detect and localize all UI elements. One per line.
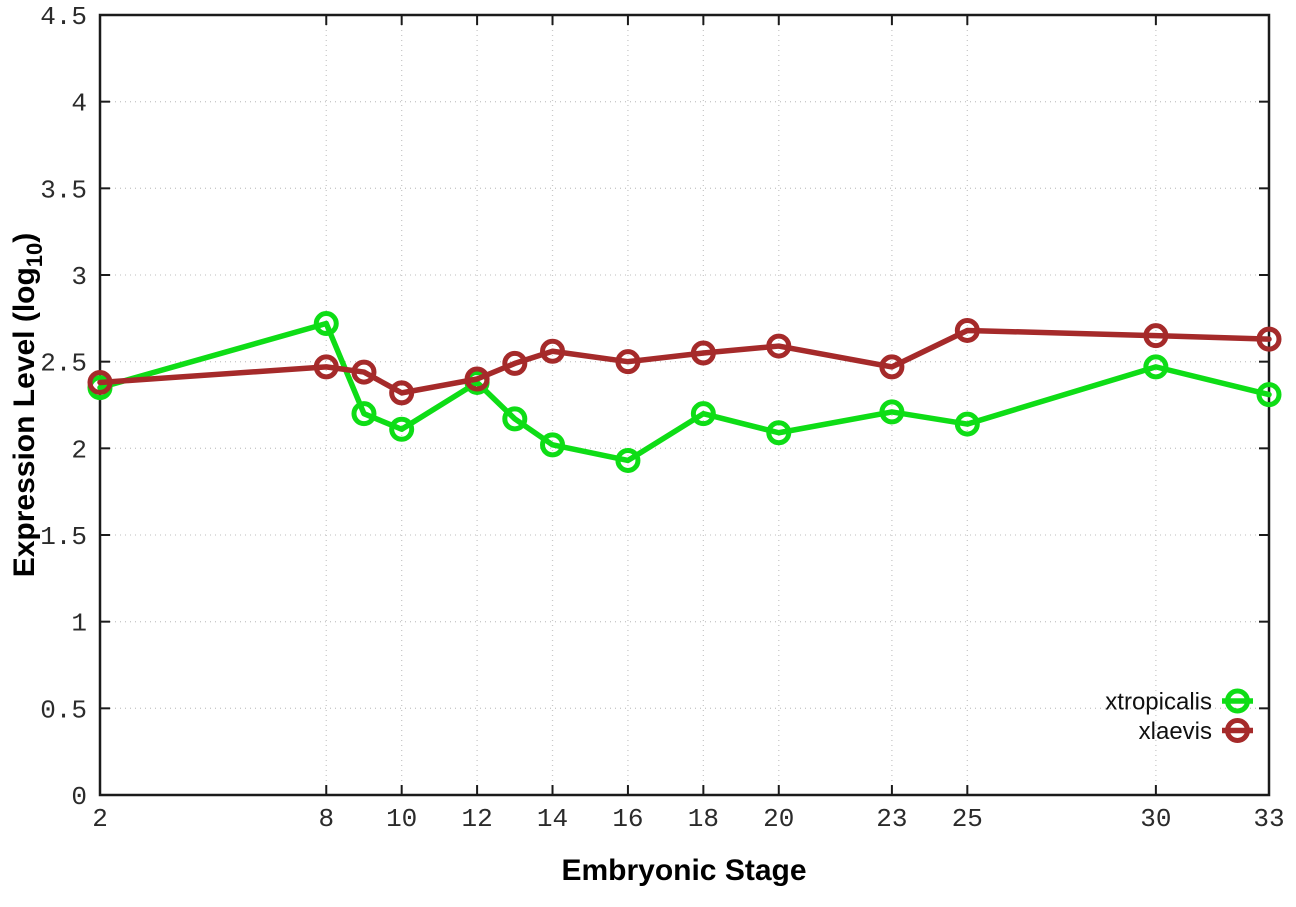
x-tick-label: 18 — [688, 804, 719, 834]
x-tick-label: 23 — [876, 804, 907, 834]
y-tick-label: 1.5 — [40, 522, 87, 552]
data-point-xtropicalis — [540, 432, 566, 458]
data-point-xlaevis — [87, 369, 113, 395]
data-point-xlaevis — [351, 359, 377, 385]
data-point-xtropicalis — [313, 311, 339, 337]
series-line-xlaevis — [97, 327, 1272, 396]
data-point-xlaevis — [690, 340, 716, 366]
data-point-xlaevis — [389, 380, 415, 406]
x-tick-label: 12 — [461, 804, 492, 834]
legend-item-xtropicalis: xtropicalis — [1105, 688, 1253, 716]
data-point-xlaevis — [313, 354, 339, 380]
x-tick-label: 30 — [1140, 804, 1171, 834]
data-point-xlaevis — [1256, 326, 1282, 352]
data-point-xlaevis — [464, 366, 490, 392]
y-axis-title-close: ) — [8, 233, 41, 243]
data-point-xtropicalis — [1143, 354, 1169, 380]
legend-label: xlaevis — [1139, 718, 1212, 745]
y-tick-label: 3 — [71, 262, 87, 292]
x-tick-label: 8 — [318, 804, 334, 834]
y-tick-label: 1 — [71, 609, 87, 639]
data-point-xlaevis — [615, 349, 641, 375]
legend-item-xlaevis: xlaevis — [1139, 718, 1253, 745]
y-tick-label: 3.5 — [40, 175, 87, 205]
data-point-xtropicalis — [954, 411, 980, 437]
legend-marker-icon — [1225, 688, 1250, 714]
x-tick-label: 14 — [537, 804, 568, 834]
data-point-xlaevis — [540, 338, 566, 364]
data-point-xlaevis — [766, 333, 792, 359]
y-tick-label: 4 — [71, 89, 87, 119]
y-tick-label: 0 — [71, 782, 87, 812]
x-tick-label: 2 — [92, 804, 108, 834]
data-point-xtropicalis — [502, 406, 528, 432]
x-tick-label: 20 — [763, 804, 794, 834]
x-tick-label: 16 — [612, 804, 643, 834]
y-axis-title: Expression Level (log10) — [8, 233, 47, 578]
data-point-xtropicalis — [690, 401, 716, 427]
y-tick-label: 2 — [71, 435, 87, 465]
y-tick-label: 2.5 — [40, 349, 87, 379]
x-axis-title: Embryonic Stage — [561, 854, 806, 887]
plot-border — [98, 13, 1271, 797]
y-axis-title-subscript: 10 — [22, 243, 47, 267]
data-point-xtropicalis — [1256, 382, 1282, 408]
data-point-xlaevis — [954, 317, 980, 343]
x-tick-label: 25 — [952, 804, 983, 834]
series-line-xtropicalis — [97, 320, 1272, 464]
data-point-xtropicalis — [389, 416, 415, 442]
x-tick-label: 33 — [1253, 804, 1284, 834]
y-tick-label: 0.5 — [40, 695, 87, 725]
data-point-xlaevis — [879, 354, 905, 380]
legend-label: xtropicalis — [1105, 689, 1212, 716]
data-point-xtropicalis — [615, 447, 641, 473]
y-tick-label: 4.5 — [40, 2, 87, 32]
data-point-xlaevis — [1143, 323, 1169, 349]
data-point-xtropicalis — [351, 401, 377, 427]
data-point-xtropicalis — [879, 399, 905, 425]
x-tick-label: 10 — [386, 804, 417, 834]
legend-marker-icon — [1225, 718, 1250, 743]
data-point-xtropicalis — [766, 420, 792, 446]
y-axis-title-main: Expression Level (log — [8, 267, 41, 577]
data-point-xlaevis — [502, 350, 528, 376]
chart-generated-layer: 2 8 10 12 14 16 18 20 23 25 30 33 0 0.5 1 1.5 2 2.5 3 3.5 4 4… — [40, 2, 1284, 834]
